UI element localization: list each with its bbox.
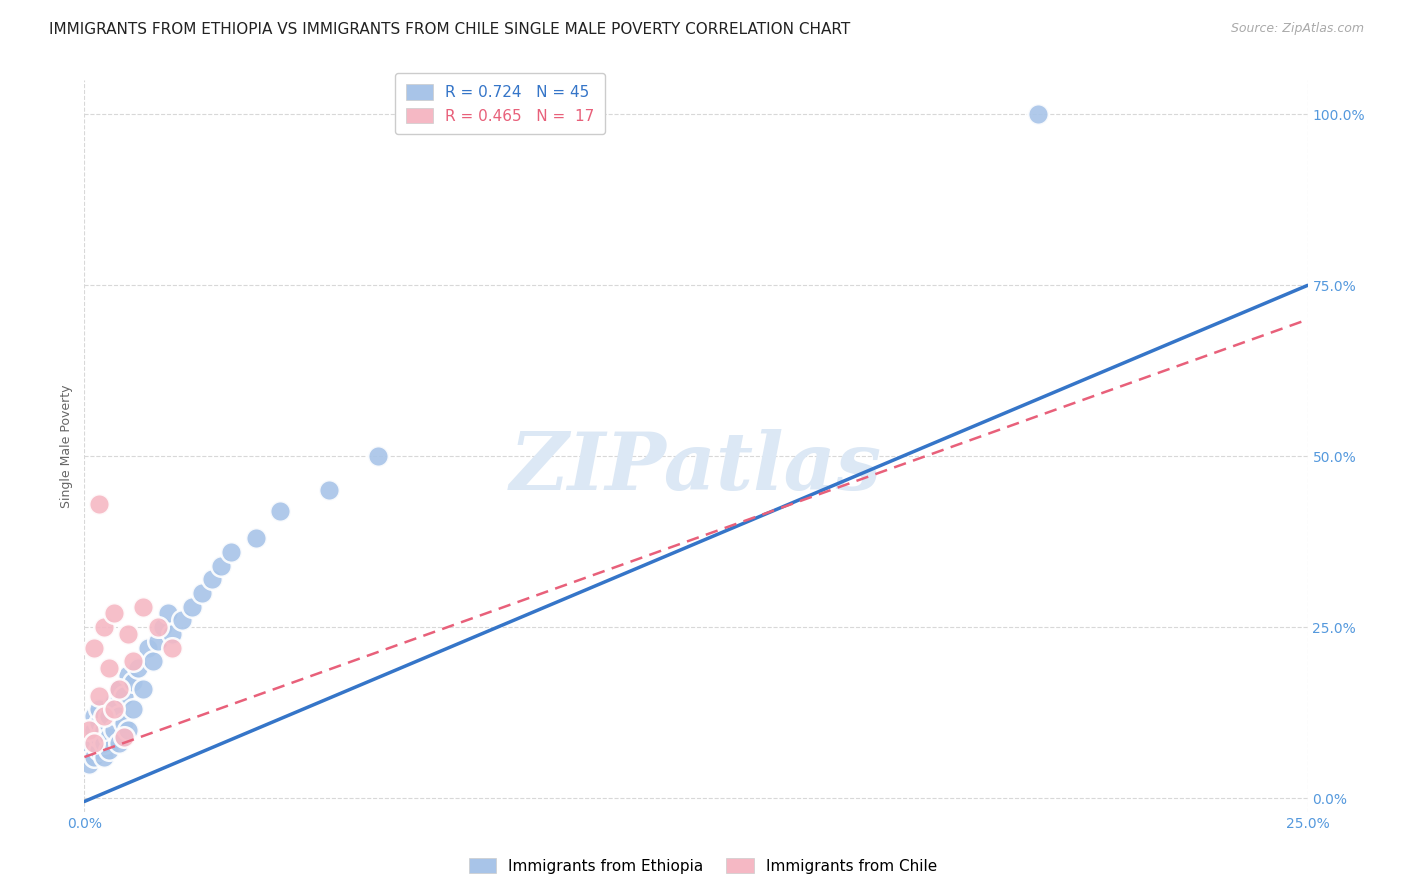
Point <box>209 558 232 573</box>
Point <box>93 750 115 764</box>
Point <box>219 545 242 559</box>
Point <box>103 723 125 737</box>
Point <box>77 756 100 771</box>
Point <box>132 681 155 696</box>
Point <box>77 723 100 737</box>
Point <box>200 572 222 586</box>
Point <box>162 640 184 655</box>
Point <box>132 599 155 614</box>
Point <box>87 715 110 730</box>
Point <box>117 668 139 682</box>
Point <box>146 620 169 634</box>
Point <box>318 483 340 498</box>
Point <box>181 599 204 614</box>
Legend: Immigrants from Ethiopia, Immigrants from Chile: Immigrants from Ethiopia, Immigrants fro… <box>463 852 943 880</box>
Point <box>93 620 115 634</box>
Point <box>107 709 129 723</box>
Point <box>367 449 389 463</box>
Point <box>93 723 115 737</box>
Point <box>87 702 110 716</box>
Point <box>122 654 145 668</box>
Point <box>191 586 214 600</box>
Point <box>87 743 110 757</box>
Point <box>112 730 135 744</box>
Point <box>122 702 145 716</box>
Point <box>97 709 120 723</box>
Point <box>107 736 129 750</box>
Point <box>103 695 125 709</box>
Point <box>122 674 145 689</box>
Point <box>83 709 105 723</box>
Text: IMMIGRANTS FROM ETHIOPIA VS IMMIGRANTS FROM CHILE SINGLE MALE POVERTY CORRELATIO: IMMIGRANTS FROM ETHIOPIA VS IMMIGRANTS F… <box>49 22 851 37</box>
Point <box>77 736 100 750</box>
Point <box>107 681 129 696</box>
Point <box>136 640 159 655</box>
Point <box>83 736 105 750</box>
Point <box>107 681 129 696</box>
Point <box>156 607 179 621</box>
Point <box>97 743 120 757</box>
Point <box>87 689 110 703</box>
Point <box>83 750 105 764</box>
Point <box>152 620 174 634</box>
Point <box>87 730 110 744</box>
Legend: R = 0.724   N = 45, R = 0.465   N =  17: R = 0.724 N = 45, R = 0.465 N = 17 <box>395 73 606 135</box>
Point <box>93 736 115 750</box>
Point <box>97 661 120 675</box>
Point <box>117 627 139 641</box>
Point <box>146 633 169 648</box>
Point <box>83 723 105 737</box>
Point <box>112 689 135 703</box>
Text: ZIPatlas: ZIPatlas <box>510 429 882 507</box>
Y-axis label: Single Male Poverty: Single Male Poverty <box>59 384 73 508</box>
Point <box>97 730 120 744</box>
Point <box>83 640 105 655</box>
Point <box>245 531 267 545</box>
Text: Source: ZipAtlas.com: Source: ZipAtlas.com <box>1230 22 1364 36</box>
Point <box>103 702 125 716</box>
Point <box>1028 107 1050 121</box>
Point <box>127 661 149 675</box>
Point <box>142 654 165 668</box>
Point <box>93 709 115 723</box>
Point <box>172 613 194 627</box>
Point <box>103 607 125 621</box>
Point <box>162 627 184 641</box>
Point <box>269 504 291 518</box>
Point <box>112 715 135 730</box>
Point <box>117 723 139 737</box>
Point <box>87 497 110 511</box>
